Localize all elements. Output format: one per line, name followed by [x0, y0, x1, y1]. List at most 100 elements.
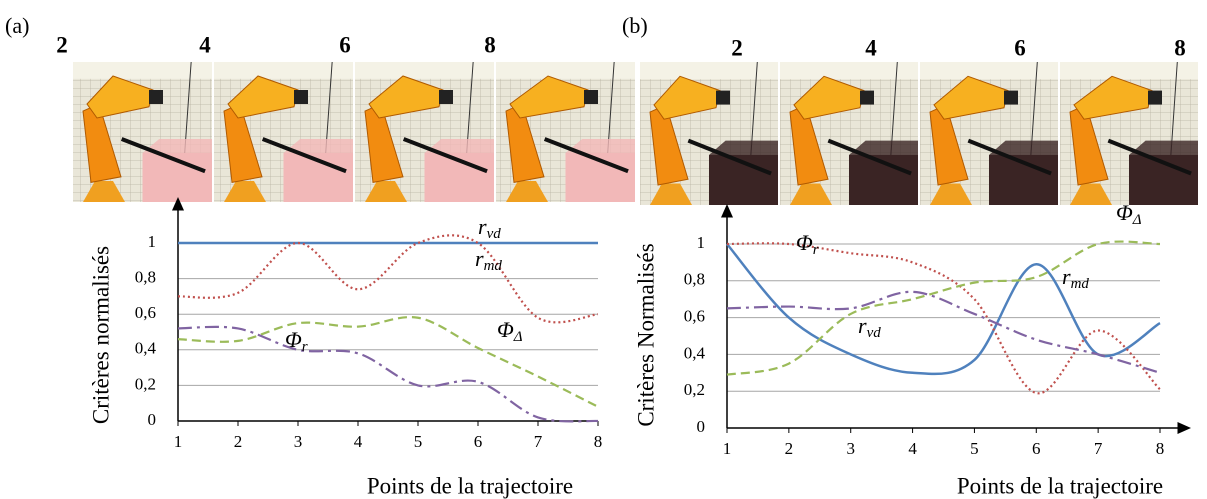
robot-base — [224, 181, 266, 202]
y-tick-label: 0,2 — [135, 374, 156, 393]
series-label: rvd — [478, 214, 501, 242]
y-tick-label: 0,2 — [684, 380, 705, 399]
robot-wrist — [1004, 90, 1018, 105]
robot-base — [650, 183, 692, 205]
y-tick-label: 0,8 — [135, 268, 156, 287]
robot-wrist — [294, 90, 308, 104]
x-tick-label: 1 — [723, 439, 732, 458]
image-sky — [496, 62, 635, 79]
image-sky — [640, 62, 778, 80]
robot-base — [83, 181, 125, 202]
panel-label: (a) — [5, 13, 29, 38]
x-tick-label: 7 — [534, 432, 543, 451]
robot-base — [930, 183, 972, 205]
robot-image — [1060, 61, 1198, 205]
x-tick-label: 7 — [1094, 439, 1103, 458]
rod — [1107, 138, 1192, 176]
series-line — [726, 240, 1161, 376]
image-sky — [920, 62, 1058, 80]
robot-wrist — [584, 90, 598, 104]
image-label: 8 — [1174, 35, 1186, 60]
series-line — [726, 290, 1161, 374]
robot-wrist — [439, 90, 453, 104]
y-tick-label: 0,6 — [684, 307, 705, 326]
x-tick-label: 3 — [294, 432, 303, 451]
image-label: 2 — [56, 32, 68, 57]
series-label: Φr — [285, 327, 308, 355]
x-axis-label: Points de la trajectoire — [367, 473, 573, 498]
x-tick-label: 8 — [1156, 439, 1165, 458]
target-box-top — [989, 140, 1058, 155]
rod — [402, 137, 488, 174]
x-tick-label: 8 — [594, 432, 603, 451]
robot-image — [496, 61, 635, 202]
target-box-top — [424, 139, 494, 153]
y-tick-label: 1 — [697, 233, 706, 252]
image-label: 6 — [1014, 35, 1026, 60]
series-line — [726, 242, 1161, 395]
y-axis-label: Critères Normalisés — [633, 243, 658, 426]
y-tick-label: 1 — [148, 232, 157, 251]
series-label: rmd — [475, 246, 502, 274]
series-label: ΦΔ — [1116, 200, 1142, 228]
y-tick-label: 0 — [697, 417, 706, 436]
series-label: Φr — [796, 230, 819, 258]
x-tick-label: 5 — [970, 439, 979, 458]
x-tick-label: 6 — [1032, 439, 1041, 458]
target-box-top — [142, 139, 212, 153]
image-sky — [1060, 62, 1198, 80]
robot-image — [920, 61, 1058, 205]
x-tick-label: 4 — [354, 432, 363, 451]
rod — [827, 138, 912, 176]
image-label: 2 — [731, 35, 743, 60]
robot-wrist — [149, 90, 163, 104]
robot-base — [1070, 183, 1112, 205]
robot-image — [780, 61, 918, 205]
robot-base — [790, 183, 832, 205]
image-sky — [780, 62, 918, 80]
series-line — [177, 325, 599, 423]
target-box-top — [1129, 140, 1198, 155]
robot-image — [355, 61, 494, 202]
x-tick-label: 2 — [785, 439, 794, 458]
panel-label: (b) — [622, 13, 648, 38]
series-line — [177, 315, 599, 408]
robot-wrist — [860, 90, 874, 105]
image-sky — [214, 62, 353, 79]
image-label: 4 — [865, 35, 877, 60]
rod — [687, 138, 772, 176]
target-box-top — [283, 139, 353, 153]
x-tick-label: 5 — [414, 432, 423, 451]
robot-wrist — [716, 90, 730, 105]
target-box-top — [849, 140, 918, 155]
image-sky — [355, 62, 494, 79]
y-tick-label: 0,6 — [135, 303, 156, 322]
y-axis-label: Critères normalisés — [88, 246, 113, 424]
series-line — [726, 243, 1161, 376]
robot-base — [506, 181, 548, 202]
series-label: ΦΔ — [497, 317, 523, 345]
rod — [967, 138, 1052, 176]
x-tick-label: 2 — [234, 432, 243, 451]
x-tick-label: 4 — [908, 439, 917, 458]
image-label: 6 — [339, 32, 351, 57]
robot-base — [365, 181, 407, 202]
robot-wrist — [1148, 90, 1162, 105]
image-label: 4 — [199, 32, 211, 57]
image-sky — [73, 62, 212, 79]
rod — [543, 137, 629, 174]
image-label: 8 — [484, 32, 496, 57]
x-tick-label: 3 — [846, 439, 855, 458]
series-label: rvd — [858, 313, 881, 341]
rod — [261, 137, 347, 174]
x-tick-label: 6 — [474, 432, 483, 451]
series-label: rmd — [1062, 264, 1089, 292]
x-axis-label: Points de la trajectoire — [957, 473, 1163, 498]
y-tick-label: 0 — [148, 410, 157, 429]
y-tick-label: 0,4 — [684, 343, 706, 362]
robot-image — [214, 61, 353, 202]
x-tick-label: 1 — [174, 432, 183, 451]
robot-image — [73, 61, 212, 202]
target-box-top — [709, 140, 778, 155]
